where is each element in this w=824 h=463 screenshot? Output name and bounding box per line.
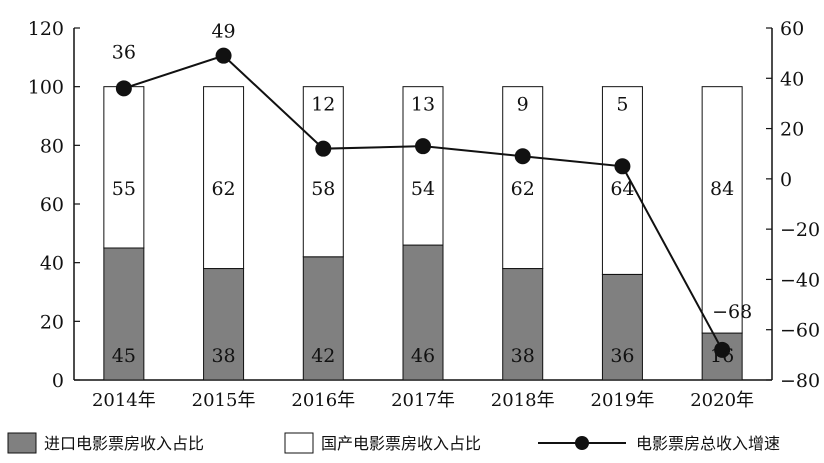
left-tick-label: 120 (28, 18, 64, 40)
legend-marker (575, 436, 589, 450)
left-tick-label: 60 (40, 194, 64, 216)
x-tick-label: 2019年 (591, 390, 655, 411)
bar-label-import: 38 (511, 345, 535, 367)
bar-label-import: 45 (112, 345, 136, 367)
growth-label: 49 (211, 21, 235, 43)
left-tick-label: 20 (40, 311, 64, 333)
left-tick-label: 80 (40, 135, 64, 157)
axes: 0 20 40 60 80 100 120 −80 −60 −40 −20 0 20 40 60 2014年 2… (28, 18, 820, 411)
growth-label: 36 (112, 42, 136, 64)
bar-label-import: 36 (610, 345, 634, 367)
bar-import (601, 273, 643, 381)
right-tick-label: 60 (780, 18, 804, 40)
legend-label-growth: 电影票房总收入增速 (636, 434, 780, 453)
right-tick-label: 20 (780, 119, 804, 141)
x-tick-label: 2016年 (291, 390, 355, 411)
legend-label-import: 进口电影票房收入占比 (44, 434, 204, 453)
growth-label: 12 (311, 94, 335, 116)
right-tick-label: −80 (780, 370, 820, 392)
right-tick-label: −60 (780, 320, 820, 342)
bar-domestic (302, 86, 344, 258)
right-tick-label: 0 (780, 169, 792, 191)
bar-import (402, 244, 444, 381)
data-labels: 45 55 38 62 42 58 46 54 38 62 36 64 16 84 36 49 12 13 9 5 −6… (112, 21, 752, 367)
x-tick-label: 2020年 (690, 390, 754, 411)
bar-import (302, 256, 344, 381)
growth-point (215, 47, 232, 64)
bar-domestic (701, 86, 743, 334)
left-tick-label: 40 (40, 253, 64, 275)
growth-label: 5 (616, 94, 628, 116)
bar-label-import: 46 (411, 345, 435, 367)
growth-line (115, 47, 731, 358)
bar-label-domestic: 64 (610, 178, 634, 200)
bar-label-domestic: 62 (511, 178, 535, 200)
bar-label-domestic: 58 (311, 178, 335, 200)
growth-point (415, 138, 431, 155)
growth-label: 13 (411, 94, 435, 116)
bar-import (103, 247, 145, 381)
growth-label: 9 (517, 94, 529, 116)
bar-domestic (502, 86, 544, 270)
bars (103, 86, 743, 381)
x-tick-label: 2018年 (491, 390, 555, 411)
right-tick-label: −20 (780, 219, 820, 241)
bar-import (502, 268, 544, 381)
right-tick-label: 40 (780, 68, 804, 90)
bar-label-domestic: 62 (211, 178, 235, 200)
growth-point (614, 158, 631, 175)
bar-domestic (601, 86, 643, 275)
bar-label-domestic: 84 (710, 178, 734, 200)
legend: 进口电影票房收入占比 国产电影票房收入占比 电影票房总收入增速 (7, 432, 780, 454)
left-tick-label: 0 (52, 370, 64, 392)
growth-label: −68 (712, 301, 752, 323)
growth-point (714, 341, 731, 358)
bar-domestic (402, 86, 444, 246)
bar-label-domestic: 55 (112, 178, 136, 200)
legend-label-domestic: 国产电影票房收入占比 (321, 434, 481, 453)
x-tick-label: 2017年 (391, 390, 455, 411)
right-tick-label: −40 (780, 269, 820, 291)
legend-swatch-domestic (284, 432, 314, 454)
x-tick-label: 2014年 (92, 390, 156, 411)
legend-swatch-import (7, 432, 37, 454)
bar-label-import: 38 (211, 345, 235, 367)
x-tick-label: 2015年 (192, 390, 256, 411)
bar-import (203, 268, 245, 381)
bar-domestic (203, 86, 245, 270)
bar-label-domestic: 54 (411, 178, 435, 200)
growth-point (115, 80, 132, 97)
growth-point (514, 148, 531, 165)
left-tick-label: 100 (28, 77, 64, 99)
growth-point (315, 140, 332, 157)
bar-label-import: 42 (311, 345, 335, 367)
bar-domestic (103, 86, 145, 249)
bar-label-import: 16 (710, 345, 734, 367)
